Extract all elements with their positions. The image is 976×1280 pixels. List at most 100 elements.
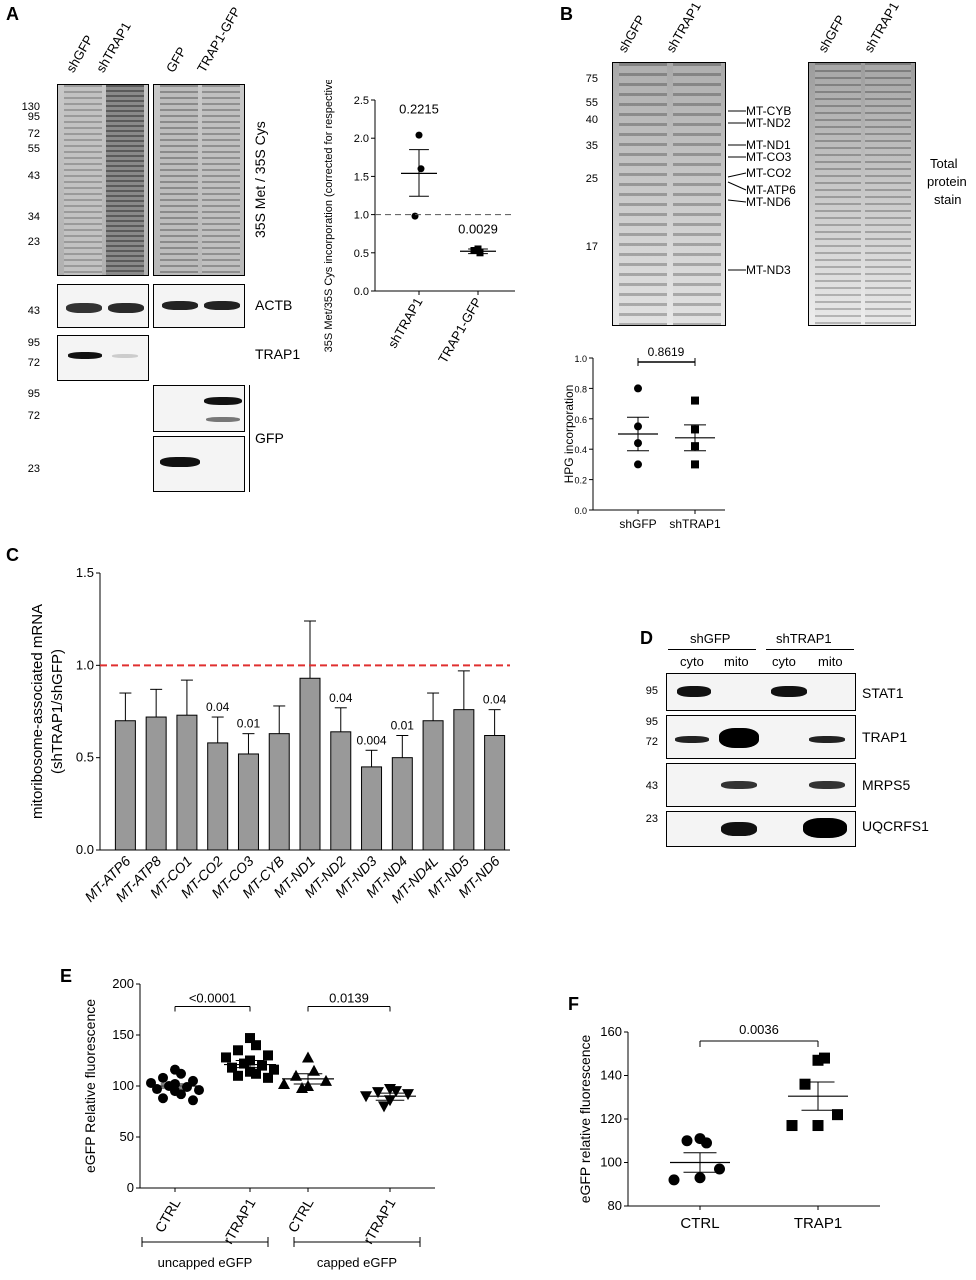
pvalue-label: 0.01 <box>237 717 261 731</box>
y-tick-label: 2.0 <box>354 133 369 145</box>
y-tick-label: 1.0 <box>76 657 94 672</box>
data-point <box>146 1077 156 1088</box>
d-label-uqcrfs1: UQCRFS1 <box>862 818 929 834</box>
data-point <box>384 1095 396 1107</box>
mw-b-75: 75 <box>585 73 598 85</box>
blot-stat1 <box>666 673 856 711</box>
chart-e: 0 50 100 150 200 eGFP Relative fluorescence <0… <box>82 976 435 1270</box>
data-point <box>832 1109 843 1121</box>
data-point <box>691 396 699 405</box>
pvalue-label: 0.8619 <box>648 345 685 359</box>
y-axis-label-2: (shTRAP1/shGFP) <box>49 649 66 774</box>
data-point <box>378 1101 390 1113</box>
data-point <box>233 1045 243 1056</box>
d-label-mrps5: MRPS5 <box>862 777 911 793</box>
bar <box>237 753 259 851</box>
group-label: capped eGFP <box>317 1255 397 1270</box>
y-tick-label: 140 <box>600 1068 622 1083</box>
data-point <box>701 1137 712 1149</box>
gel-total-protein <box>808 62 916 326</box>
x-tick-label: rTRAP1 <box>220 1195 259 1246</box>
blot-actb-left <box>57 284 149 328</box>
protein-leader-lines <box>727 110 747 271</box>
panel-letter-f: F <box>568 994 579 1014</box>
mw-23: 23 <box>27 236 40 248</box>
data-point <box>470 247 478 255</box>
y-axis-label: HPG incorporation <box>562 385 576 484</box>
pvalue-label: <0.0001 <box>189 990 236 1005</box>
y-tick-label: 2.5 <box>354 95 369 107</box>
pvalue-label: 0.0139 <box>329 990 369 1005</box>
bar <box>268 733 290 851</box>
y-axis-label: mitoribosome-associated mRNA <box>29 604 46 819</box>
bar <box>299 677 321 851</box>
d-label-stat1: STAT1 <box>862 685 904 701</box>
mw-b-55: 55 <box>585 97 598 109</box>
pvalue-label: 0.0029 <box>458 222 498 237</box>
blot-mrps5 <box>666 763 856 807</box>
bar <box>361 766 383 851</box>
lane-label-shgfp: shGFP <box>63 32 97 75</box>
y-tick-label: 0.0 <box>574 506 587 516</box>
chart-f: 80 100 120 140 160 eGFP relative fluorescence… <box>577 1022 880 1232</box>
y-tick-label: 160 <box>600 1024 622 1039</box>
d-group-line-1 <box>668 649 756 650</box>
d-mw-95: 95 <box>645 685 658 697</box>
data-point <box>152 1084 162 1095</box>
data-point <box>302 1051 314 1063</box>
data-point <box>390 1086 402 1098</box>
blot-actb-right <box>153 284 245 328</box>
chart-c: 0.0 0.5 1.0 1.5 mitoribosome-associated mRNA… <box>29 565 510 906</box>
label-35s: 35S Met / 35S Cys <box>252 121 268 238</box>
lane-label-b2-shgfp: shGFP <box>815 12 849 56</box>
data-point <box>290 1069 302 1081</box>
pvalue-label: 0.04 <box>206 700 230 714</box>
data-point <box>263 1072 273 1083</box>
x-tick-label: shGFP <box>619 517 656 531</box>
pvalue-label: 0.2215 <box>399 101 439 116</box>
d-fraction-4: mito <box>818 654 843 669</box>
bar <box>176 714 198 851</box>
lane-label-gfp: GFP <box>163 44 190 75</box>
y-tick-label: 1.5 <box>76 565 94 580</box>
data-point <box>372 1087 384 1099</box>
autoradiograph-left <box>57 84 149 276</box>
mw-43: 43 <box>27 170 40 182</box>
d-fraction-2: mito <box>724 654 749 669</box>
total-label-3: stain <box>934 192 962 207</box>
lane-shtrap1 <box>106 85 144 275</box>
d-mw-trap1-72: 72 <box>645 736 658 748</box>
data-point <box>320 1074 332 1086</box>
data-point <box>634 422 642 431</box>
total-label-2: protein <box>927 174 967 189</box>
y-tick-label: 0 <box>127 1180 134 1195</box>
mw-34: 34 <box>27 211 40 223</box>
data-point <box>239 1058 249 1069</box>
data-point <box>714 1163 725 1175</box>
mw-b-25: 25 <box>585 173 598 185</box>
y-tick-label: 100 <box>600 1155 622 1170</box>
protein-mt-cyb: MT-CYB <box>746 104 792 118</box>
y-tick-label: 120 <box>600 1111 622 1126</box>
y-tick-label: 80 <box>608 1198 622 1213</box>
data-point <box>308 1064 320 1076</box>
data-point <box>691 442 699 451</box>
pvalue-label: 0.04 <box>483 693 507 707</box>
x-tick-label: CTRL <box>680 1215 719 1232</box>
lane-label-b2-shtrap1: shTRAP1 <box>861 0 902 56</box>
data-point <box>188 1075 198 1086</box>
y-tick-label: 0.5 <box>76 750 94 765</box>
mw-b-40: 40 <box>585 114 598 126</box>
protein-mt-co3: MT-CO3 <box>746 150 792 164</box>
protein-mt-atp6: MT-ATP6 <box>746 183 796 197</box>
blot-trap1 <box>57 335 149 381</box>
panel-letter-b: B <box>560 4 573 24</box>
d-mw-23: 23 <box>645 813 658 825</box>
data-point <box>634 384 642 393</box>
data-point <box>812 1120 824 1132</box>
gfp-bracket <box>249 385 250 492</box>
data-point <box>634 439 642 448</box>
mw-55: 55 <box>27 143 40 155</box>
data-point <box>182 1082 192 1093</box>
mw-trap1-72: 72 <box>27 357 40 369</box>
